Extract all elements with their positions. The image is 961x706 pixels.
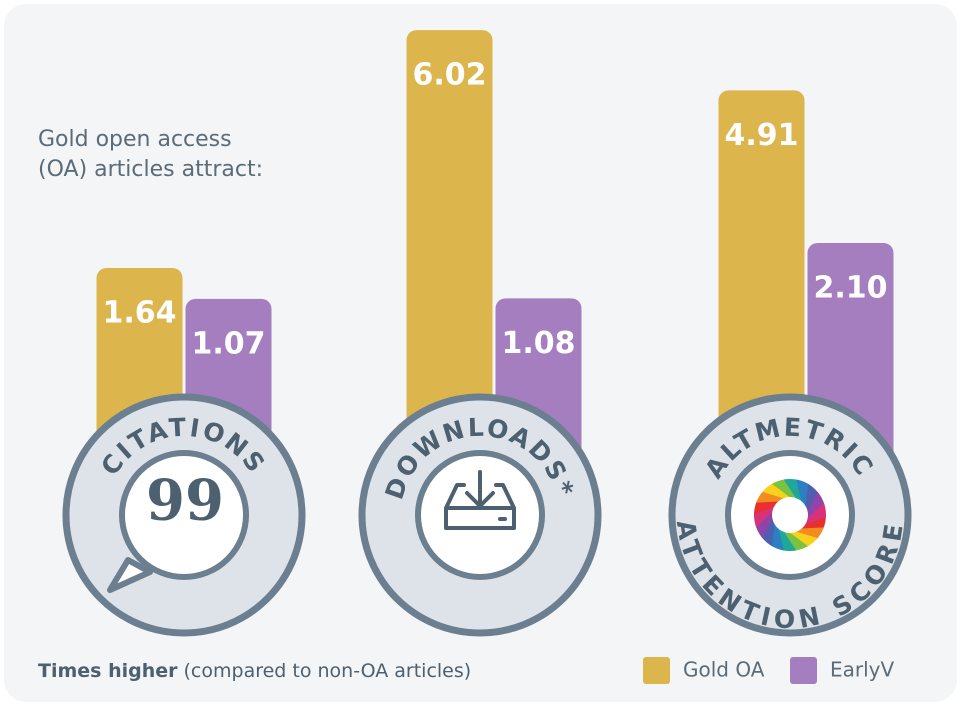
footnote-bold: Times higher — [38, 660, 178, 682]
donut-segment — [789, 531, 818, 548]
value-label: 1.07 — [191, 326, 265, 361]
altmetric-donut — [754, 478, 826, 552]
donut-segment — [778, 528, 797, 552]
legend-label: EarlyV — [830, 658, 895, 682]
bubble-tail — [107, 557, 153, 593]
value-label: 6.02 — [412, 58, 486, 93]
download-icon — [444, 470, 516, 530]
donut-segment — [795, 527, 824, 540]
subtitle-line: (OA) articles attract: — [38, 157, 263, 182]
value-label: 1.64 — [102, 295, 176, 330]
donut-segment — [807, 491, 825, 519]
quote-icon: 99 — [146, 468, 224, 534]
bar — [406, 30, 493, 515]
subtitle-line: Gold open access — [38, 127, 232, 152]
donut-segment — [783, 478, 802, 502]
donut-segment — [761, 517, 775, 547]
badge-inner — [119, 450, 249, 580]
value-label: 1.08 — [501, 326, 575, 361]
footnote: Times higher (compared to non-OA articles… — [38, 660, 471, 682]
donut-segment — [772, 479, 797, 499]
donut-segment — [756, 490, 785, 503]
legend-swatch — [790, 657, 817, 684]
badge-inner — [725, 450, 855, 580]
legend-label: Gold OA — [683, 658, 765, 682]
value-label: 2.10 — [813, 270, 887, 305]
footnote-text: (compared to non-OA articles) — [184, 660, 472, 682]
donut-segment — [805, 483, 819, 513]
badge-inner — [415, 450, 545, 580]
donut-segment — [783, 531, 808, 551]
donut-segment — [762, 482, 791, 499]
legend-swatch — [643, 657, 670, 684]
donut-segment — [755, 511, 773, 539]
donut-segment — [805, 502, 826, 525]
value-label: 4.91 — [724, 118, 798, 153]
donut-segment — [754, 505, 775, 528]
donut-segment — [754, 500, 779, 515]
icons: 99 — [107, 468, 826, 593]
